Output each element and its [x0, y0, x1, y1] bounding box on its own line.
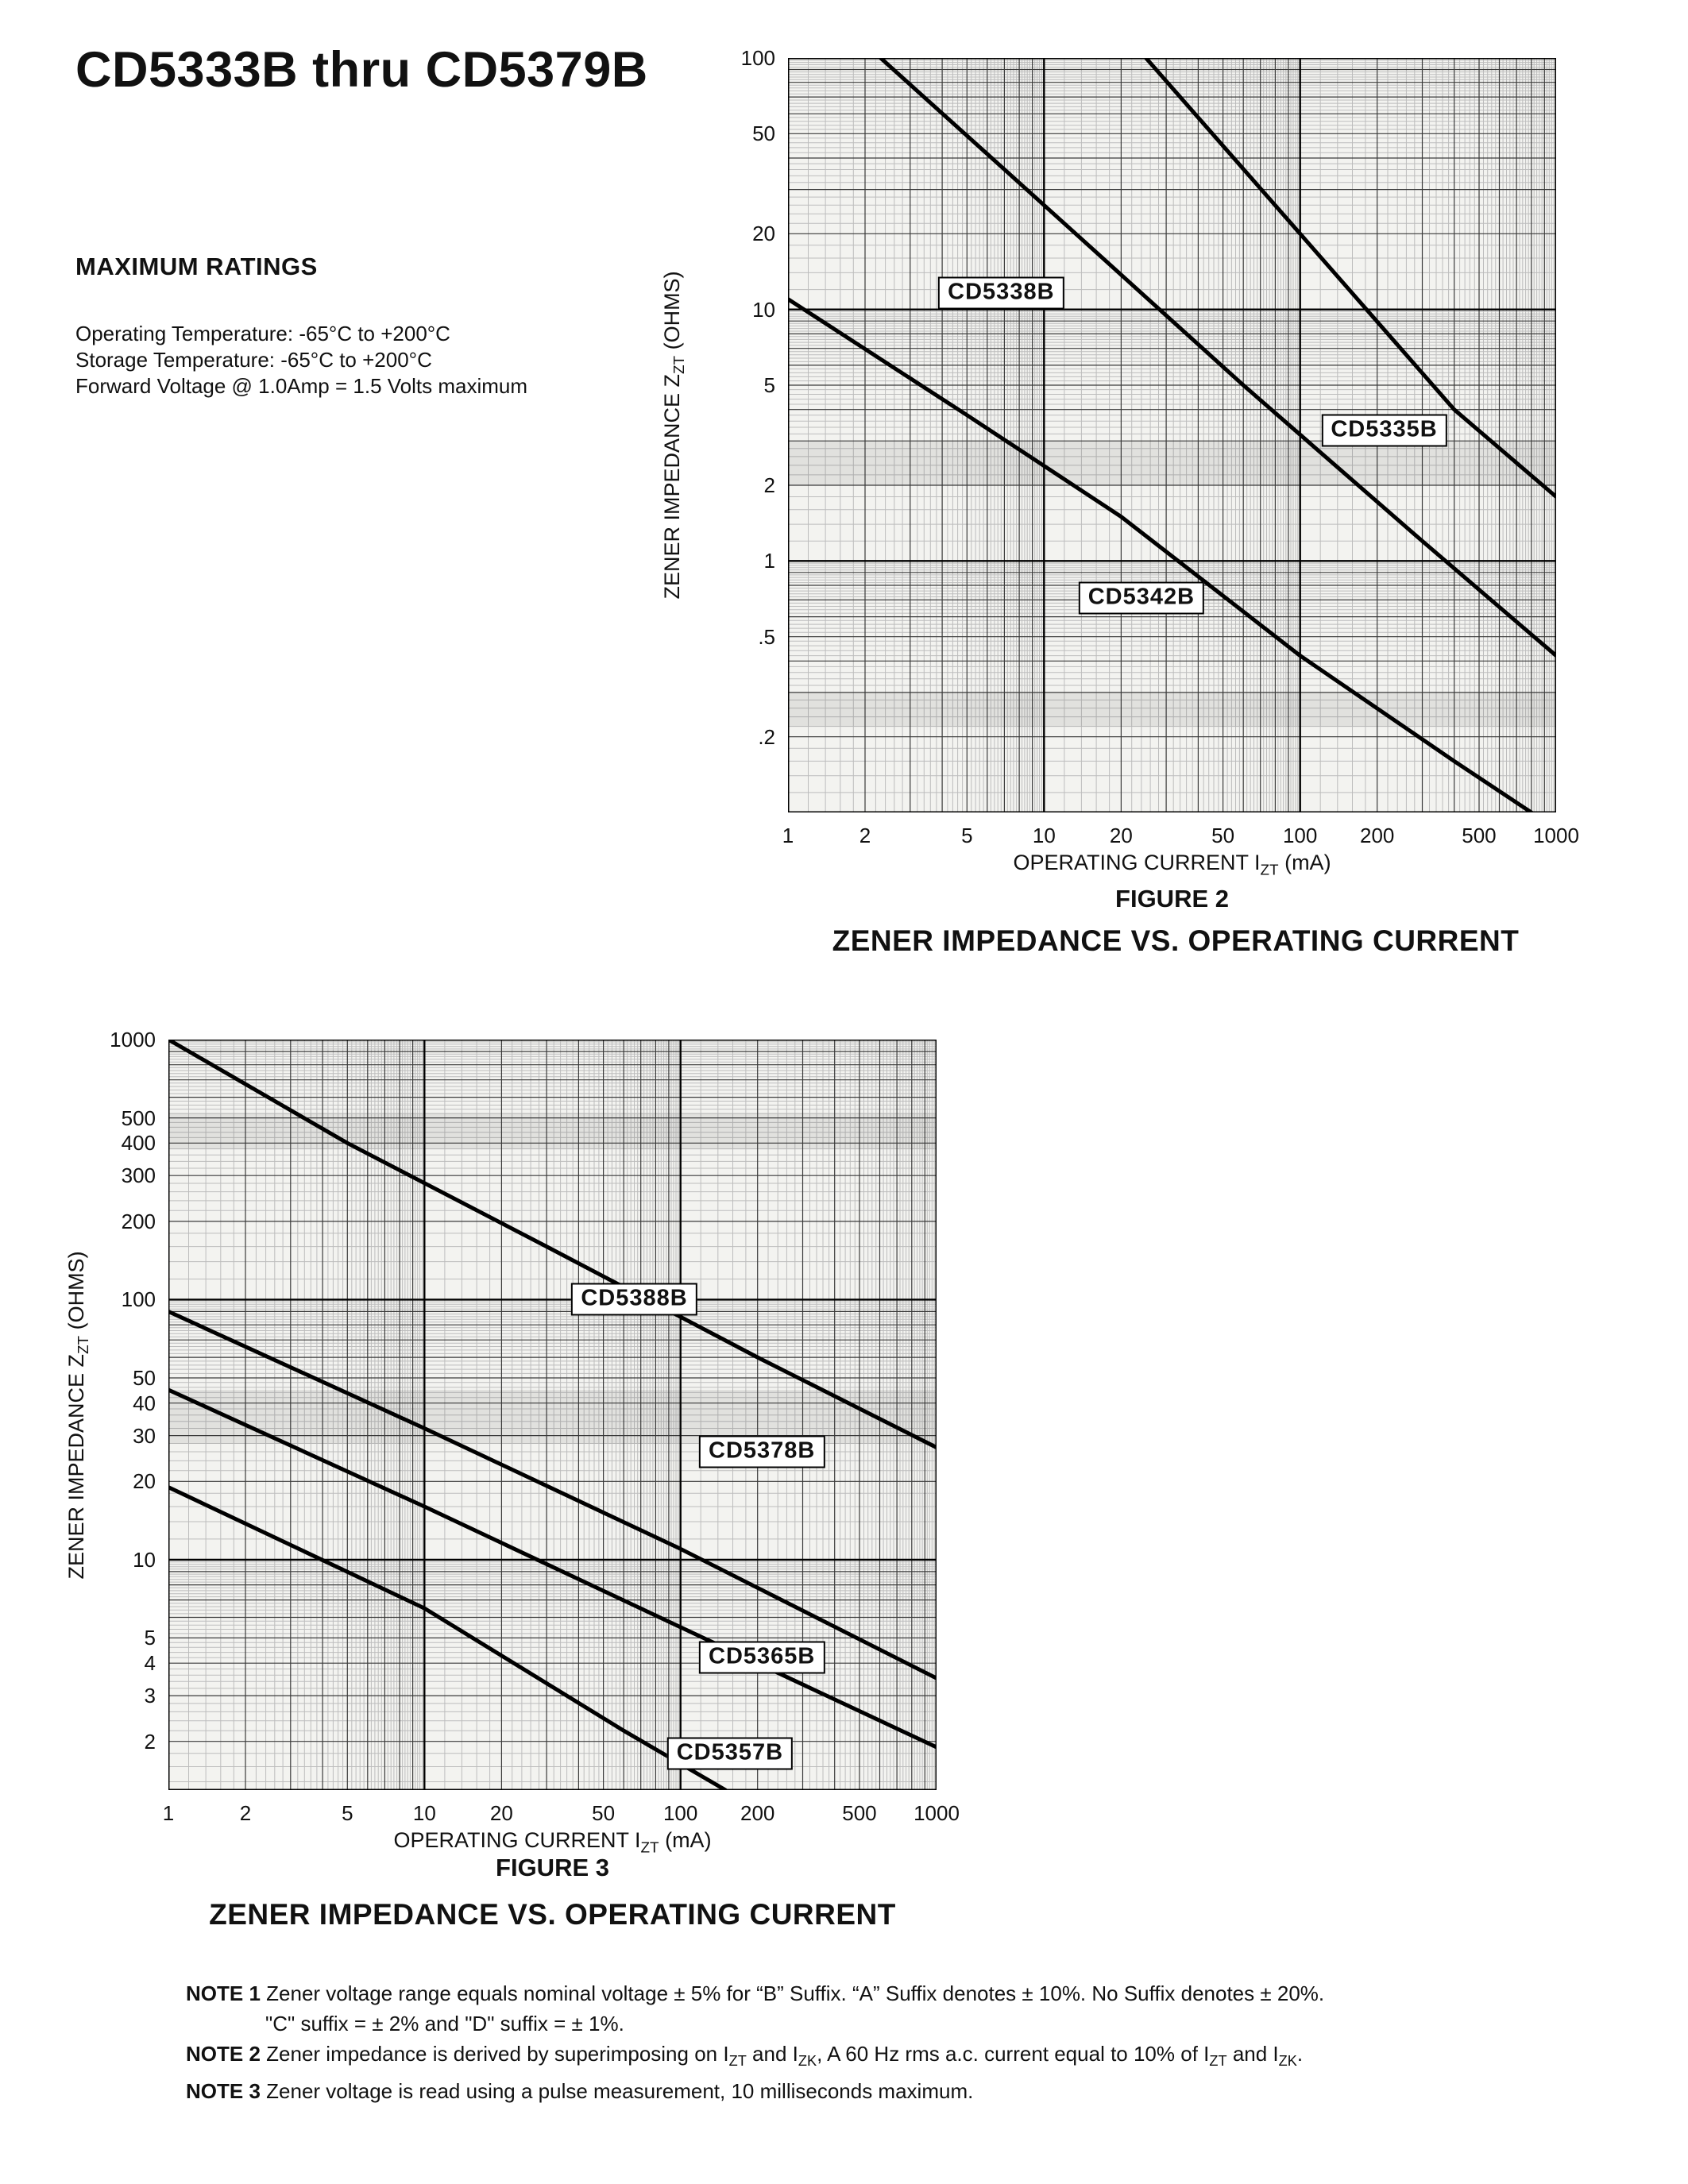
y-tick-label: 5: [763, 372, 775, 397]
y-tick-label: 50: [133, 1366, 156, 1390]
x-tick-label: 10: [412, 1801, 436, 1825]
x-axis-title: OPERATING CURRENT IZT (mA): [1013, 851, 1331, 879]
curve-label-CD5378B: CD5378B: [699, 1435, 825, 1468]
chart-plot-area: [168, 1040, 937, 1790]
y-tick-label: 5: [144, 1626, 156, 1650]
y-tick-label: 100: [740, 46, 775, 70]
curve-label-CD5357B: CD5357B: [666, 1737, 794, 1770]
y-tick-label: 1000: [110, 1028, 156, 1051]
x-tick-label: 200: [1359, 824, 1395, 847]
figure-2-caption: ZENER IMPEDANCE VS. OPERATING CURRENT: [832, 924, 1520, 957]
curve-label-CD5335B: CD5335B: [1321, 414, 1447, 447]
y-tick-label: 2: [144, 1729, 156, 1754]
x-tick-label: 1000: [1533, 824, 1579, 847]
y-tick-label: 200: [121, 1209, 156, 1233]
curve-CD5342B: [788, 297, 1534, 812]
curve-CD5388B: [168, 1040, 937, 1450]
note-3: NOTE 3 Zener voltage is read using a pul…: [186, 2079, 974, 2104]
curve-label-CD5365B: CD5365B: [699, 1641, 825, 1674]
x-tick-label: 50: [1211, 824, 1235, 847]
x-tick-label: 20: [1109, 824, 1133, 847]
y-axis-title: ZENER IMPEDANCE ZZT (OHMS): [659, 271, 689, 600]
x-tick-label: 50: [592, 1801, 616, 1825]
x-tick-label: 10: [1032, 824, 1056, 847]
x-tick-label: 1: [162, 1801, 175, 1825]
curve-CD5338B: [879, 58, 1556, 658]
y-tick-label: 50: [752, 122, 775, 146]
curve-label-CD5338B: CD5338B: [938, 276, 1064, 310]
curve-CD5378B: [168, 1309, 937, 1680]
x-tick-label: 2: [859, 824, 871, 847]
x-tick-label: 2: [239, 1801, 252, 1825]
x-tick-label: 1: [782, 824, 794, 847]
note-1: NOTE 1 Zener voltage range equals nomina…: [186, 1981, 1325, 2005]
x-tick-label: 100: [1282, 824, 1318, 847]
y-tick-label: 400: [121, 1131, 156, 1156]
note-2: NOTE 2 Zener impedance is derived by sup…: [186, 2042, 1304, 2070]
x-tick-label: 200: [740, 1801, 775, 1825]
y-tick-label: 3: [144, 1684, 156, 1708]
y-tick-label: .5: [758, 624, 775, 649]
figure-3-label: FIGURE 3: [496, 1854, 609, 1881]
y-tick-label: 300: [121, 1163, 156, 1188]
x-tick-label: 5: [961, 824, 973, 847]
curve-CD5335B: [1144, 58, 1556, 499]
y-tick-label: 30: [133, 1423, 156, 1448]
y-tick-label: 2: [763, 473, 775, 497]
note-1-continued: "C" suffix = ± 2% and "D" suffix = ± 1%.: [265, 2012, 624, 2035]
x-tick-label: 20: [489, 1801, 513, 1825]
rating-line-operating-temp: Operating Temperature: -65°C to +200°C: [75, 322, 450, 345]
y-tick-label: 20: [133, 1469, 156, 1494]
y-tick-label: 40: [133, 1391, 156, 1415]
y-tick-label: 500: [121, 1106, 156, 1130]
y-tick-label: 1: [763, 549, 775, 573]
rating-line-forward-voltage: Forward Voltage @ 1.0Amp = 1.5 Volts max…: [75, 374, 528, 398]
y-tick-label: 20: [752, 222, 775, 246]
x-axis-title: OPERATING CURRENT IZT (mA): [393, 1828, 712, 1857]
y-axis-title: ZENER IMPEDANCE ZZT (OHMS): [64, 1250, 93, 1580]
y-tick-label: 100: [121, 1287, 156, 1312]
rating-line-storage-temp: Storage Temperature: -65°C to +200°C: [75, 348, 432, 372]
figure-2-chart: 100 50 20 10 5 2 1 .5 .2 1 2 5 10 20 50 100 200 500 1000 ZE…: [660, 46, 1579, 878]
y-tick-label: 4: [144, 1651, 156, 1676]
maximum-ratings-heading: MAXIMUM RATINGS: [75, 253, 318, 280]
maximum-ratings-lines: Operating Temperature: -65°C to +200°C S…: [75, 321, 527, 399]
x-tick-label: 5: [342, 1801, 353, 1825]
page-title: CD5333B thru CD5379B: [75, 42, 648, 98]
notes-section: NOTE 1 Zener voltage range equals nomina…: [186, 1979, 1632, 2107]
x-tick-label: 1000: [914, 1801, 960, 1825]
y-tick-label: .2: [758, 724, 775, 749]
y-tick-label: 10: [752, 297, 775, 322]
y-tick-label: 10: [133, 1547, 156, 1572]
curve-label-CD5388B: CD5388B: [571, 1283, 697, 1316]
curve-label-CD5342B: CD5342B: [1078, 581, 1205, 615]
x-tick-label: 500: [1462, 824, 1497, 847]
figure-2-label: FIGURE 2: [1115, 885, 1229, 913]
curve-CD5365B: [168, 1387, 937, 1750]
x-tick-label: 500: [842, 1801, 877, 1825]
figure-3-caption: ZENER IMPEDANCE VS. OPERATING CURRENT: [209, 1898, 896, 1931]
x-tick-label: 100: [662, 1801, 698, 1825]
figure-3-chart: 1000 500 400 300 200 100 50 40 30 20 10 5 4 3 2 1 2 5 10 20…: [64, 1028, 960, 1856]
